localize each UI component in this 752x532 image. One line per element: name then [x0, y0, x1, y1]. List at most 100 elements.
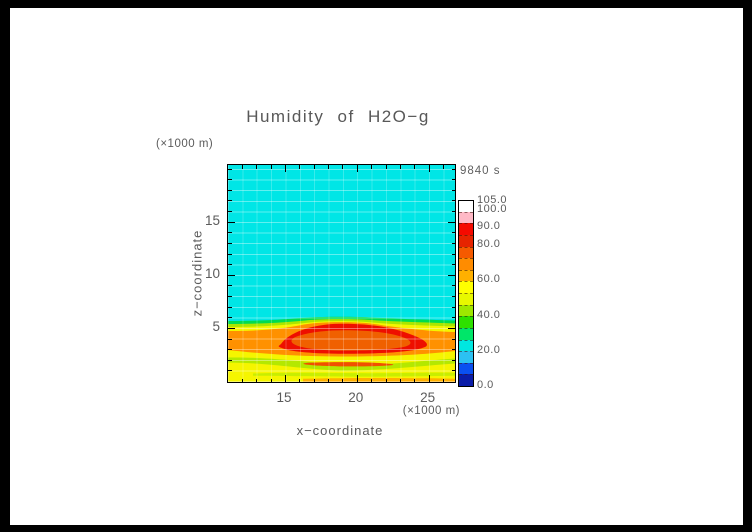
colorbar-segment — [459, 269, 473, 282]
tick-mark — [228, 189, 232, 191]
colorbar-segment — [459, 234, 473, 247]
tick-mark — [241, 165, 243, 169]
tick-mark — [342, 165, 344, 169]
tick-mark — [313, 378, 315, 382]
tick-mark — [385, 165, 387, 169]
colorbar-segment — [459, 327, 473, 340]
tick-mark — [299, 378, 301, 382]
colorbar-segment — [459, 281, 473, 293]
y-axis-unit-label: (×1000 m) — [156, 138, 214, 150]
tick-mark — [228, 200, 232, 202]
colorbar-segment — [459, 351, 473, 363]
tick-mark — [228, 211, 232, 213]
colorbar-segment — [459, 362, 473, 375]
x-tick-label: 20 — [348, 390, 364, 405]
plot-title: Humidity of H2O−g — [246, 107, 430, 126]
tick-mark — [228, 168, 232, 170]
tick-mark — [451, 168, 455, 170]
colorbar — [458, 200, 474, 387]
tick-mark — [270, 378, 272, 382]
tick-mark — [451, 232, 455, 234]
tick-mark — [356, 375, 358, 382]
tick-mark — [371, 165, 373, 169]
colorbar-segment — [459, 211, 473, 224]
tick-mark — [451, 242, 455, 244]
tick-mark — [414, 165, 416, 169]
tick-mark — [451, 338, 455, 340]
tick-mark — [451, 264, 455, 266]
colorbar-tick-label: 100.0 — [477, 202, 508, 215]
tick-mark — [228, 338, 232, 340]
tick-mark — [442, 378, 444, 382]
tick-mark — [228, 264, 232, 266]
colorbar-segment — [459, 246, 473, 259]
tick-mark — [228, 359, 232, 361]
tick-mark — [428, 375, 430, 382]
field-bottom-orange — [303, 377, 455, 382]
colorbar-tick-label: 40.0 — [477, 308, 501, 321]
tick-mark — [228, 317, 232, 319]
tick-mark — [241, 378, 243, 382]
field-orange-streak-line — [303, 362, 394, 367]
y-tick-label: 15 — [204, 212, 220, 228]
colorbar-tick-label: 90.0 — [477, 220, 501, 233]
tick-mark — [399, 378, 401, 382]
tick-mark — [228, 221, 235, 223]
tick-mark — [442, 165, 444, 169]
tick-mark — [299, 165, 301, 169]
tick-mark — [228, 253, 232, 255]
tick-mark — [285, 165, 286, 172]
tick-mark — [451, 306, 455, 308]
tick-mark — [328, 378, 329, 382]
tick-mark — [451, 200, 455, 202]
tick-mark — [451, 189, 455, 191]
field-dome-interior — [291, 330, 411, 351]
colorbar-segment — [459, 201, 473, 212]
x-tick-label: 15 — [276, 390, 292, 405]
colorbar-segment — [459, 223, 473, 235]
tick-mark — [451, 253, 455, 255]
tick-mark — [414, 378, 416, 382]
tick-mark — [371, 378, 373, 382]
tick-mark — [228, 327, 235, 329]
colorbar-tick-label: 60.0 — [477, 273, 501, 286]
tick-mark — [385, 378, 387, 382]
tick-mark — [448, 327, 455, 329]
colorbar-segment — [459, 258, 473, 270]
tick-mark — [328, 165, 329, 169]
colorbar-tick-label: 105.0 — [477, 194, 508, 206]
tick-mark — [428, 165, 430, 172]
tick-mark — [285, 375, 286, 382]
plot-area — [227, 164, 456, 383]
tick-mark — [451, 285, 455, 287]
colorbar-tick-label: 80.0 — [477, 238, 501, 251]
tick-mark — [448, 221, 455, 223]
tick-mark — [228, 242, 232, 244]
tick-mark — [228, 306, 232, 308]
tick-mark — [451, 211, 455, 213]
field-green-streak — [228, 357, 455, 371]
humidity-field — [228, 165, 455, 382]
colorbar-tick-label: 20.0 — [477, 343, 501, 356]
tick-mark — [228, 296, 232, 297]
x-tick-label: 25 — [420, 390, 436, 405]
y-tick-label: 10 — [204, 265, 220, 281]
tick-mark — [256, 378, 258, 382]
colorbar-tick-label: 0.0 — [477, 379, 494, 391]
colorbar-segment — [459, 304, 473, 317]
x-axis-label: x−coordinate — [296, 423, 384, 438]
tick-mark — [451, 349, 455, 351]
tick-mark — [451, 296, 455, 297]
timestamp-label: 9840 s — [460, 165, 501, 177]
tick-mark — [228, 274, 235, 276]
tick-mark — [256, 165, 258, 169]
colorbar-segment — [459, 374, 473, 386]
tick-mark — [228, 370, 232, 372]
tick-mark — [451, 179, 455, 181]
tick-mark — [228, 179, 232, 181]
tick-mark — [356, 165, 358, 172]
tick-mark — [270, 165, 272, 169]
field-green-streak-lower — [253, 372, 455, 377]
tick-mark — [228, 285, 232, 287]
